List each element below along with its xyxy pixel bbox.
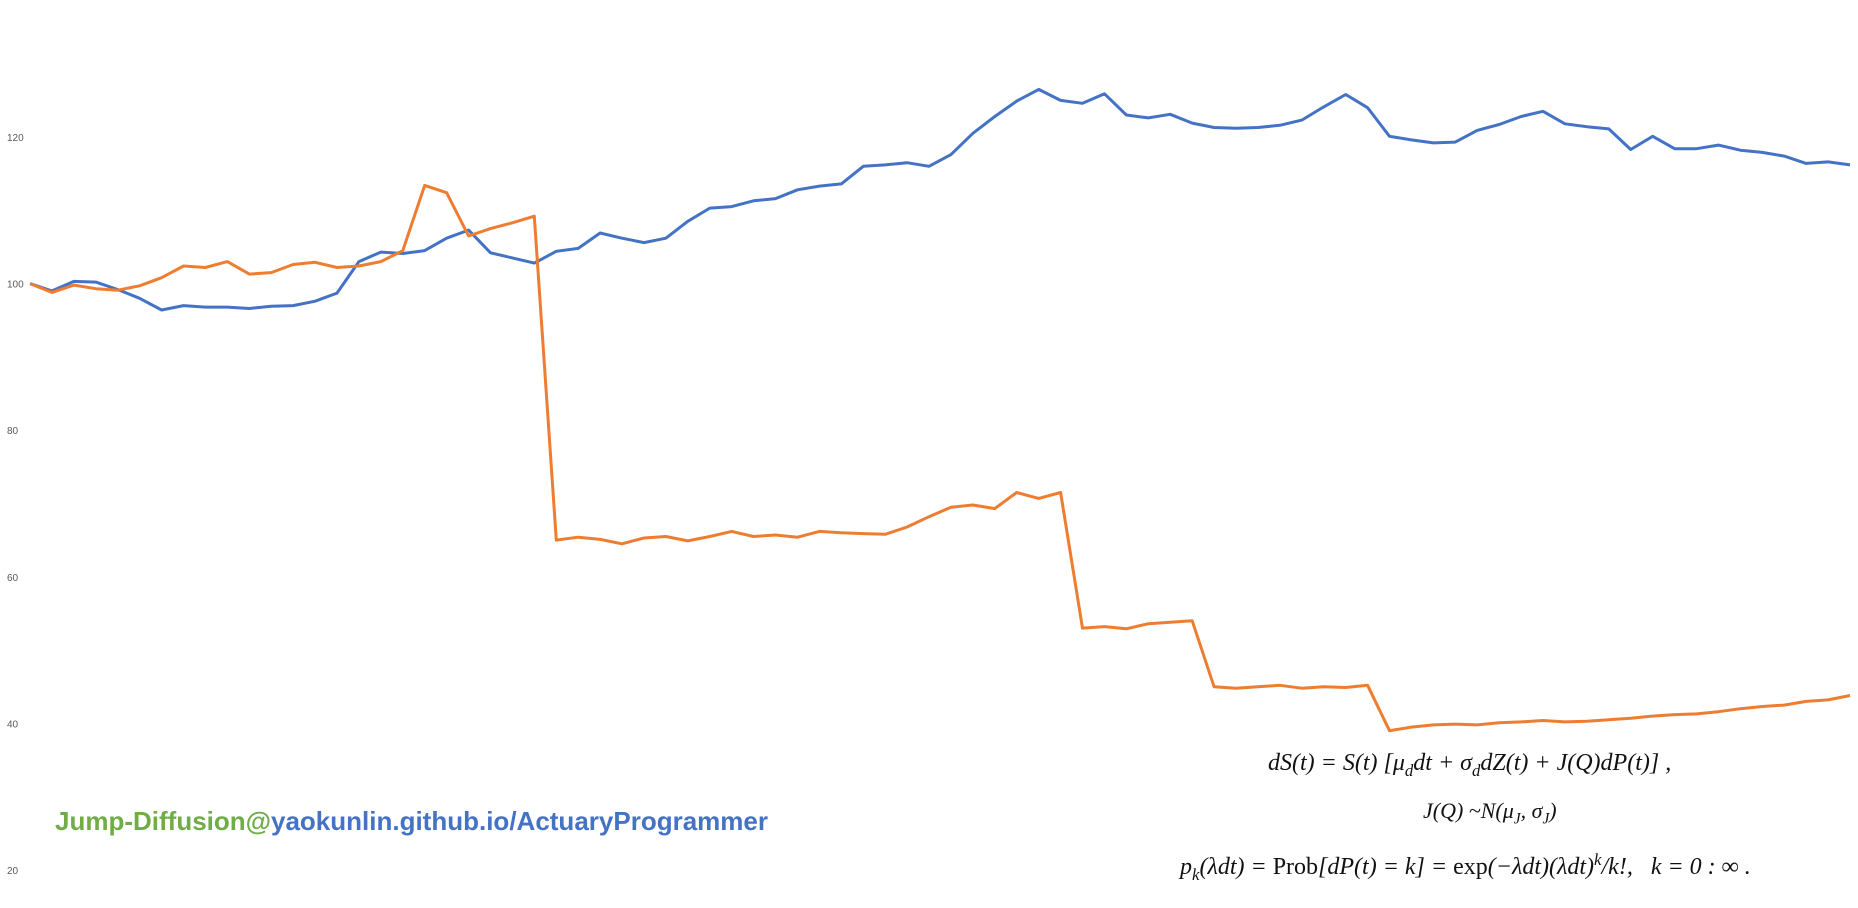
equation-poisson: pk(λdt) = Prob[dP(t) = k] = exp(−λdt)(λd… (1180, 850, 1751, 884)
y-axis-ticks: 120 100 80 60 40 20 (7, 133, 24, 877)
equation-jump-dist: J(Q) ~N(μJ, σJ) (1423, 798, 1557, 828)
watermark-text: Jump-Diffusion@yaokunlin.github.io/Actua… (55, 806, 768, 837)
series-line-1 (29, 87, 1851, 312)
watermark-part2: yaokunlin.github.io/ActuaryProgrammer (271, 806, 768, 836)
y-tick-label: 40 (7, 719, 19, 730)
series-line-2 (29, 183, 1851, 733)
y-tick-label: 80 (7, 426, 19, 437)
y-tick-label: 100 (7, 280, 24, 291)
y-tick-label: 20 (7, 866, 19, 877)
watermark-part1: Jump-Diffusion@ (55, 806, 271, 836)
y-tick-label: 120 (7, 133, 24, 144)
equation-sde: dS(t) = S(t) [μddt + σddZ(t) + J(Q)dP(t)… (1268, 750, 1672, 780)
series-lines (29, 87, 1851, 733)
y-tick-label: 60 (7, 573, 19, 584)
